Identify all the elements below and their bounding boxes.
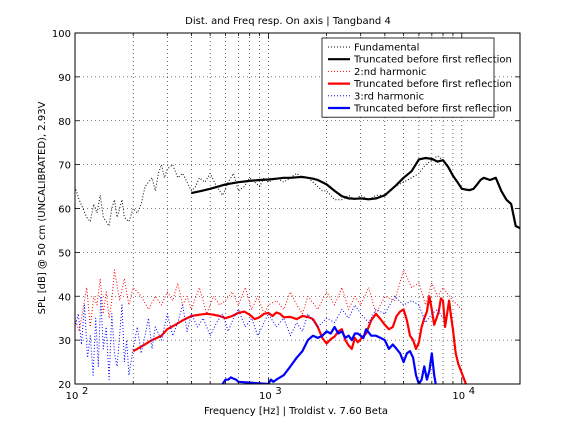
y-tick-label: 60 <box>58 205 71 216</box>
series-group <box>75 155 520 384</box>
legend-label: Fundamental <box>354 43 419 54</box>
y-axis-label: SPL [dB] @ 50 cm (UNCALIBRATED), 2.93V <box>37 101 48 314</box>
x-tick-label-exponent: 2 <box>82 386 88 397</box>
legend-label: Truncated before first reflection <box>353 104 512 115</box>
x-axis-label: Frequency [Hz] | Troldist v. 7.60 Beta <box>204 406 388 417</box>
chart-title: Dist. and Freq resp. On axis | Tangband … <box>185 16 391 27</box>
x-tick-label-exponent: 4 <box>469 386 475 397</box>
legend-label: Truncated before first reflection <box>353 79 512 90</box>
series-line-4 <box>75 295 444 381</box>
x-tick-label: 10 <box>452 391 465 402</box>
legend-box <box>321 37 495 118</box>
legend-label: 2:nd harmonic <box>354 67 426 78</box>
series-line-2 <box>75 269 463 332</box>
x-tick-label: 10 <box>66 391 79 402</box>
y-tick-label: 90 <box>58 73 71 84</box>
y-tick-label: 80 <box>58 117 71 128</box>
series-line-1 <box>191 156 520 230</box>
y-tick-label: 70 <box>58 161 71 172</box>
y-tick-label: 20 <box>58 380 71 391</box>
series-line-5 <box>221 325 437 384</box>
y-tick-label: 30 <box>58 336 71 347</box>
y-tick-label: 100 <box>52 29 71 40</box>
y-tick-label: 50 <box>58 248 71 259</box>
legend-label: 3:rd harmonic <box>354 91 424 102</box>
legend-label: Truncated before first reflection <box>353 55 512 66</box>
x-tick-label-exponent: 3 <box>275 386 281 397</box>
x-tick-label: 10 <box>259 391 272 402</box>
series-line-3 <box>132 295 468 384</box>
y-tick-label: 40 <box>58 292 71 303</box>
series-line-0 <box>75 155 444 227</box>
